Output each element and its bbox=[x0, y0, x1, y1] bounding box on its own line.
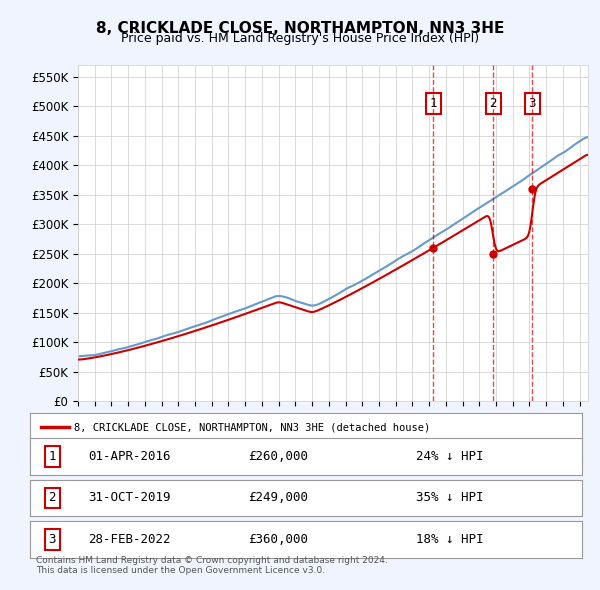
Text: 2: 2 bbox=[490, 97, 497, 110]
Text: 18% ↓ HPI: 18% ↓ HPI bbox=[416, 533, 484, 546]
Text: 24% ↓ HPI: 24% ↓ HPI bbox=[416, 450, 484, 463]
Text: 1: 1 bbox=[430, 97, 437, 110]
Text: 01-APR-2016: 01-APR-2016 bbox=[88, 450, 170, 463]
Text: 1: 1 bbox=[49, 450, 56, 463]
Text: 3: 3 bbox=[49, 533, 56, 546]
Text: Price paid vs. HM Land Registry's House Price Index (HPI): Price paid vs. HM Land Registry's House … bbox=[121, 32, 479, 45]
Text: £360,000: £360,000 bbox=[248, 533, 308, 546]
Text: 28-FEB-2022: 28-FEB-2022 bbox=[88, 533, 170, 546]
Text: 2: 2 bbox=[49, 491, 56, 504]
Text: 35% ↓ HPI: 35% ↓ HPI bbox=[416, 491, 484, 504]
Text: 31-OCT-2019: 31-OCT-2019 bbox=[88, 491, 170, 504]
Text: £260,000: £260,000 bbox=[248, 450, 308, 463]
Text: Contains HM Land Registry data © Crown copyright and database right 2024.
This d: Contains HM Land Registry data © Crown c… bbox=[36, 556, 388, 575]
Text: 3: 3 bbox=[529, 97, 536, 110]
Text: 8, CRICKLADE CLOSE, NORTHAMPTON, NN3 3HE: 8, CRICKLADE CLOSE, NORTHAMPTON, NN3 3HE bbox=[96, 21, 504, 35]
Text: £249,000: £249,000 bbox=[248, 491, 308, 504]
Text: 8, CRICKLADE CLOSE, NORTHAMPTON, NN3 3HE (detached house): 8, CRICKLADE CLOSE, NORTHAMPTON, NN3 3HE… bbox=[74, 422, 430, 432]
Text: HPI: Average price, detached house, West Northamptonshire: HPI: Average price, detached house, West… bbox=[74, 444, 430, 454]
